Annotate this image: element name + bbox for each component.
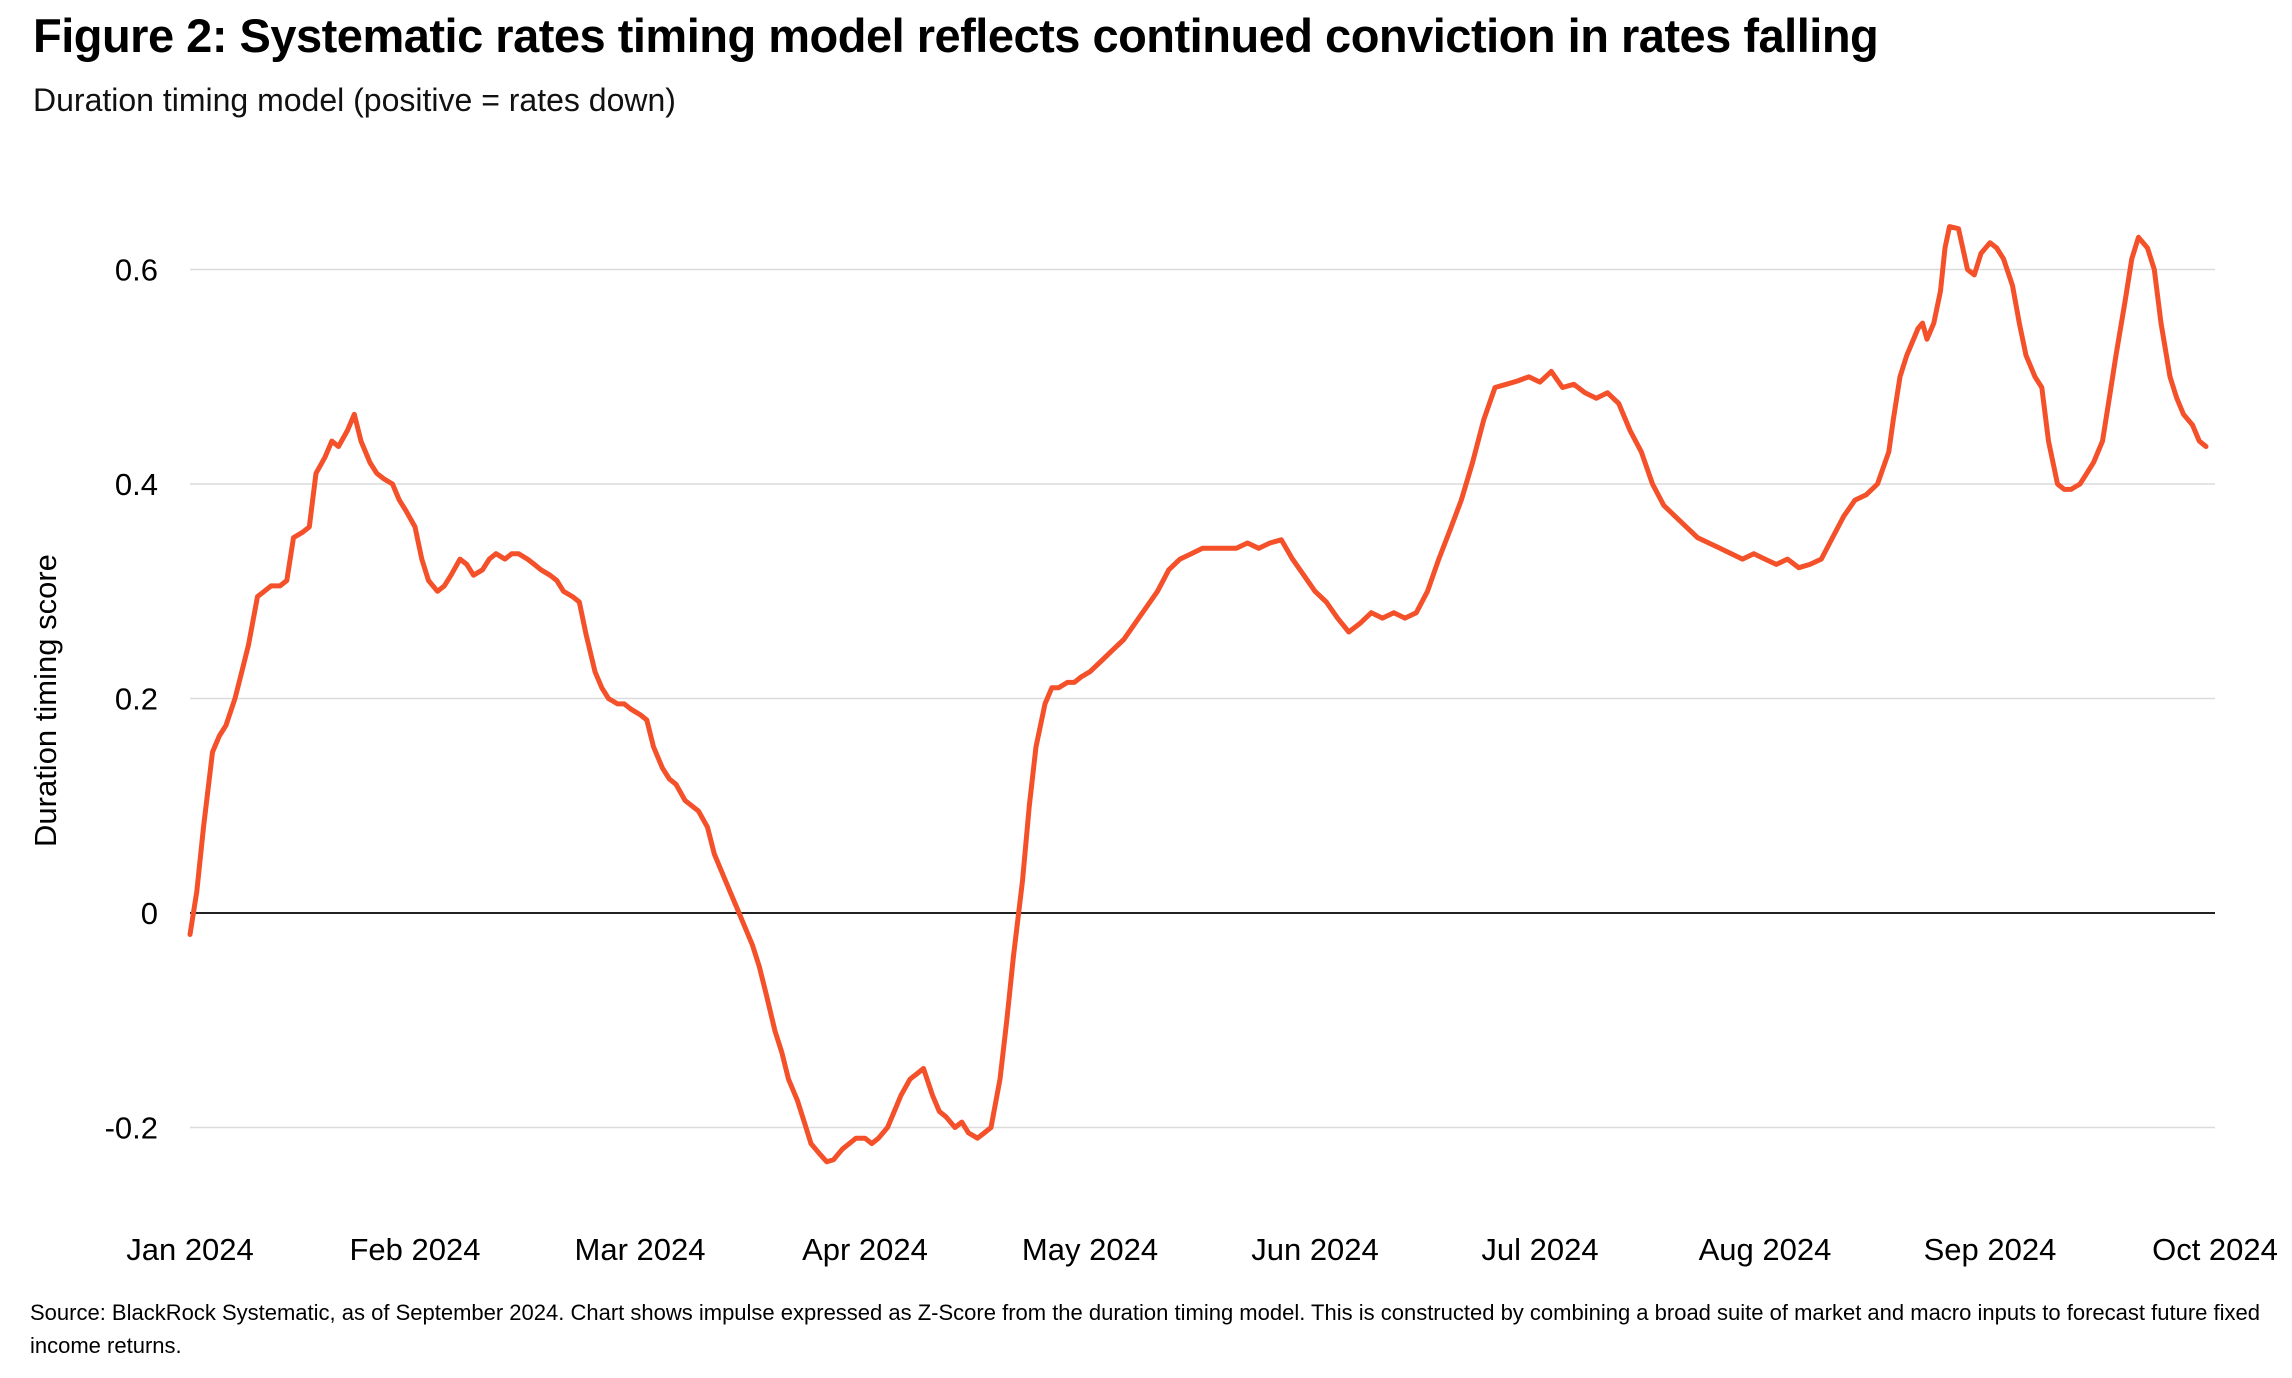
x-tick-label: Mar 2024 [575,1232,706,1267]
x-tick-label: Jul 2024 [1481,1232,1598,1267]
figure-subtitle: Duration timing model (positive = rates … [33,82,676,118]
duration-timing-line [187,224,2209,1165]
y-tick-label: 0.2 [115,682,158,717]
x-tick-label: Oct 2024 [2152,1232,2278,1267]
y-tick-label: 0 [141,896,158,931]
x-tick-label: Aug 2024 [1699,1232,1832,1267]
x-tick-label: Apr 2024 [802,1232,928,1267]
y-tick-label: 0.6 [115,253,158,288]
y-tick-label: -0.2 [105,1111,158,1146]
source-note: Source: BlackRock Systematic, as of Sept… [30,1300,2260,1358]
figure-title: Figure 2: Systematic rates timing model … [33,9,1879,62]
x-tick-label: Feb 2024 [350,1232,481,1267]
y-tick-label: 0.4 [115,467,158,502]
line-chart: 0.6 0.4 0.2 0 -0.2 Jan 2024 Feb 2024 Mar 2024 Ap… [105,224,2278,1267]
x-tick-label: Sep 2024 [1924,1232,2057,1267]
x-tick-label: Jun 2024 [1251,1232,1379,1267]
x-tick-label: Jan 2024 [126,1232,254,1267]
x-tick-label: May 2024 [1022,1232,1158,1267]
